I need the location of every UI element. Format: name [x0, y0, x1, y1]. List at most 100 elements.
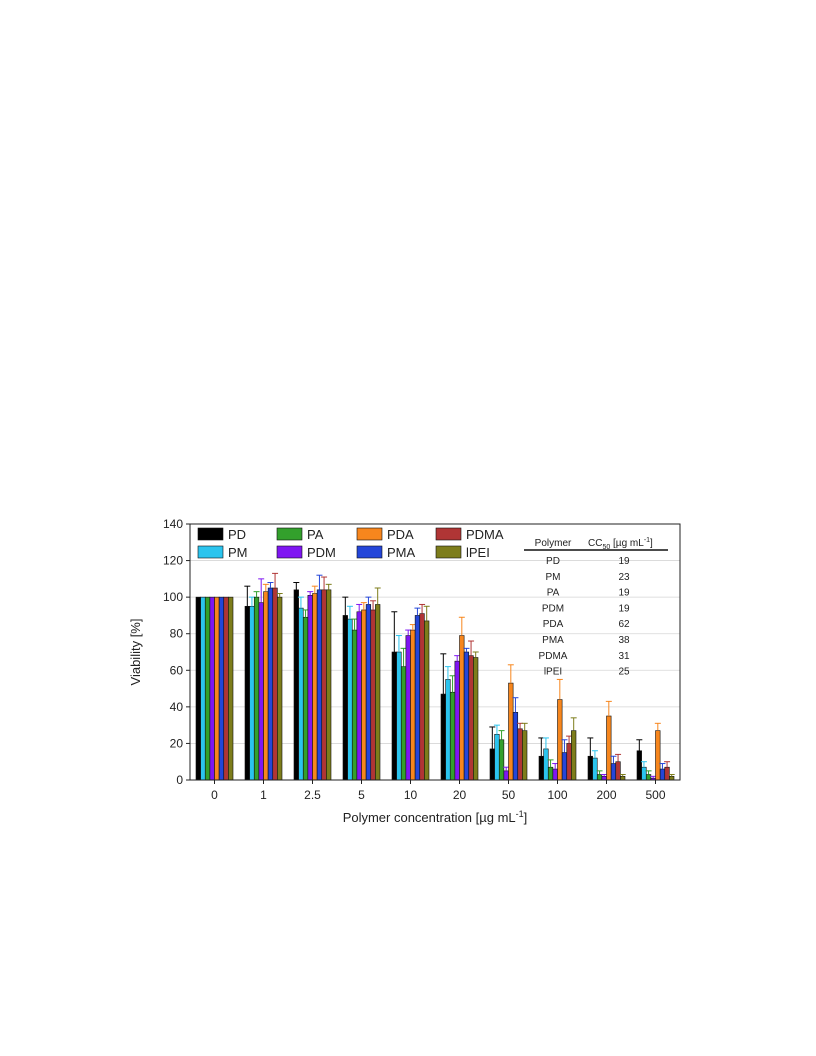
y-tick-label: 120 [163, 554, 183, 568]
table-cell-cc50: 19 [618, 603, 630, 614]
bar-pdm [454, 660, 460, 781]
y-tick-label: 60 [170, 663, 184, 677]
legend-label-pd: PD [228, 527, 246, 542]
bar-pm [641, 766, 647, 781]
bar-pdma [272, 587, 278, 781]
bar-pma [610, 763, 617, 781]
bar-pda [508, 682, 514, 781]
table-cell-cc50: 31 [618, 651, 630, 662]
bar-pd [293, 589, 299, 781]
table-cell-polymer: PDMA [539, 651, 568, 662]
bar-pma [414, 615, 421, 781]
bar-pdma [468, 655, 474, 781]
bar-lpei [277, 596, 283, 781]
legend-swatch-pma [356, 545, 383, 559]
x-tick-label: 0 [211, 788, 218, 802]
bar-pdma [419, 613, 425, 781]
x-tick-label: 100 [547, 788, 567, 802]
legend: PD PA PDA PDMA PM PDM PMA lPEI [197, 527, 504, 560]
bar-pdm [405, 635, 411, 781]
x-tick-label: 2.5 [304, 788, 321, 802]
bar-pma [512, 712, 519, 781]
legend-label-pdm: PDM [307, 545, 336, 560]
y-tick-label: 100 [163, 590, 183, 604]
cc50-inset-table: Polymer CC50 [µg mL-1] PD 19 PM 23 PA 19 PDM 19… [524, 537, 668, 678]
table-cell-polymer: PA [547, 588, 560, 599]
table-cell-polymer: PM [546, 572, 561, 583]
table-cell-cc50: 23 [618, 572, 630, 583]
table-cell-polymer: lPEI [544, 667, 562, 678]
bar-pa [645, 774, 652, 781]
bar-pma [218, 596, 225, 781]
table-cell-cc50: 62 [618, 619, 630, 630]
bar-pm [494, 733, 500, 781]
bar-pdm [601, 776, 607, 781]
table-header-polymer: Polymer [535, 538, 572, 549]
y-axis-ticks: 0 20 40 60 80 100 120 140 [163, 517, 190, 787]
table-cell-polymer: PMA [542, 635, 564, 646]
x-tick-label: 200 [596, 788, 616, 802]
bar-pd [440, 693, 446, 781]
bar-pa [596, 774, 603, 781]
bar-pm [445, 679, 451, 781]
bar-pdm [209, 596, 215, 781]
bar-pma [561, 752, 568, 781]
legend-swatch-pa [276, 527, 303, 541]
legend-swatch-pm [197, 545, 224, 559]
legend-swatch-pdma [435, 527, 462, 541]
bar-pda [361, 609, 367, 781]
bar-pm [249, 605, 255, 781]
x-tick-label: 1 [260, 788, 267, 802]
bar-pa [449, 691, 456, 781]
y-axis-label: Viability [%] [128, 619, 143, 686]
bars [195, 572, 675, 781]
table-header-cc50: CC50 [µg mL-1] [588, 537, 653, 551]
bar-pdma [223, 596, 229, 781]
bar-pdma [321, 589, 327, 781]
bar-pm [200, 596, 206, 781]
bar-lpei [228, 596, 234, 781]
x-tick-label: 500 [645, 788, 665, 802]
bar-lpei [473, 657, 479, 781]
legend-label-pa: PA [307, 527, 324, 542]
bar-lpei [522, 730, 528, 781]
x-tick-label: 5 [358, 788, 365, 802]
bar-pdm [356, 611, 362, 781]
bar-pma [659, 768, 666, 781]
bar-pa [253, 596, 260, 781]
legend-swatch-pda [356, 527, 383, 541]
y-tick-label: 40 [170, 700, 184, 714]
bar-pda [459, 635, 465, 781]
bar-pdm [503, 770, 509, 781]
bar-pdma [370, 609, 376, 781]
bar-pda [312, 593, 318, 781]
y-tick-label: 20 [170, 736, 184, 750]
bar-pa [204, 596, 211, 781]
bar-lpei [375, 604, 381, 781]
bar-pm [347, 618, 353, 781]
bar-lpei [669, 776, 675, 781]
bar-pdma [615, 761, 621, 781]
x-tick-label: 50 [502, 788, 516, 802]
table-cell-cc50: 25 [618, 667, 630, 678]
legend-label-lpei: lPEI [466, 545, 490, 560]
bar-pda [557, 699, 563, 781]
x-tick-label: 20 [453, 788, 467, 802]
bar-pdma [566, 743, 572, 781]
legend-swatch-pd [197, 527, 224, 541]
bar-pda [655, 730, 661, 781]
legend-swatch-pdm [276, 545, 303, 559]
table-cell-cc50: 19 [618, 556, 630, 567]
bar-pda [606, 715, 612, 781]
bar-pa [400, 666, 407, 781]
table-cell-polymer: PDA [543, 619, 564, 630]
bar-pma [463, 651, 470, 781]
bar-pd [244, 605, 250, 781]
bar-pdma [517, 728, 523, 781]
bar-pa [498, 739, 505, 781]
bar-pd [489, 748, 495, 781]
table-cell-cc50: 19 [618, 588, 630, 599]
legend-label-pma: PMA [387, 545, 416, 560]
bar-lpei [424, 620, 430, 781]
table-cell-polymer: PDM [542, 603, 564, 614]
